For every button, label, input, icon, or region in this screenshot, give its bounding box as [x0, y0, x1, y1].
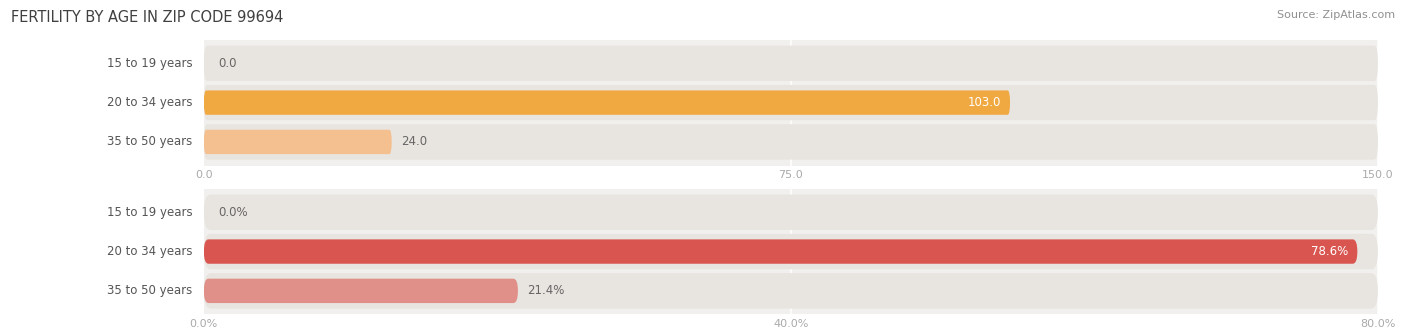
- FancyBboxPatch shape: [204, 124, 1378, 160]
- Text: 35 to 50 years: 35 to 50 years: [107, 135, 193, 148]
- Text: 21.4%: 21.4%: [527, 284, 565, 297]
- FancyBboxPatch shape: [204, 46, 1378, 81]
- Text: 15 to 19 years: 15 to 19 years: [107, 57, 193, 70]
- Text: 15 to 19 years: 15 to 19 years: [107, 206, 193, 219]
- FancyBboxPatch shape: [204, 90, 1010, 115]
- FancyBboxPatch shape: [204, 279, 517, 303]
- Text: 20 to 34 years: 20 to 34 years: [107, 96, 193, 109]
- Text: FERTILITY BY AGE IN ZIP CODE 99694: FERTILITY BY AGE IN ZIP CODE 99694: [11, 10, 284, 25]
- FancyBboxPatch shape: [204, 130, 392, 154]
- FancyBboxPatch shape: [204, 273, 1378, 308]
- Text: 35 to 50 years: 35 to 50 years: [107, 284, 193, 297]
- FancyBboxPatch shape: [204, 239, 1357, 264]
- FancyBboxPatch shape: [204, 195, 1378, 230]
- Text: 0.0%: 0.0%: [218, 206, 247, 219]
- FancyBboxPatch shape: [204, 85, 1378, 120]
- FancyBboxPatch shape: [204, 234, 1378, 269]
- Text: Source: ZipAtlas.com: Source: ZipAtlas.com: [1277, 10, 1395, 20]
- Text: 103.0: 103.0: [967, 96, 1001, 109]
- Text: 24.0: 24.0: [401, 135, 427, 148]
- Text: 20 to 34 years: 20 to 34 years: [107, 245, 193, 258]
- Text: 0.0: 0.0: [218, 57, 236, 70]
- Text: 78.6%: 78.6%: [1310, 245, 1348, 258]
